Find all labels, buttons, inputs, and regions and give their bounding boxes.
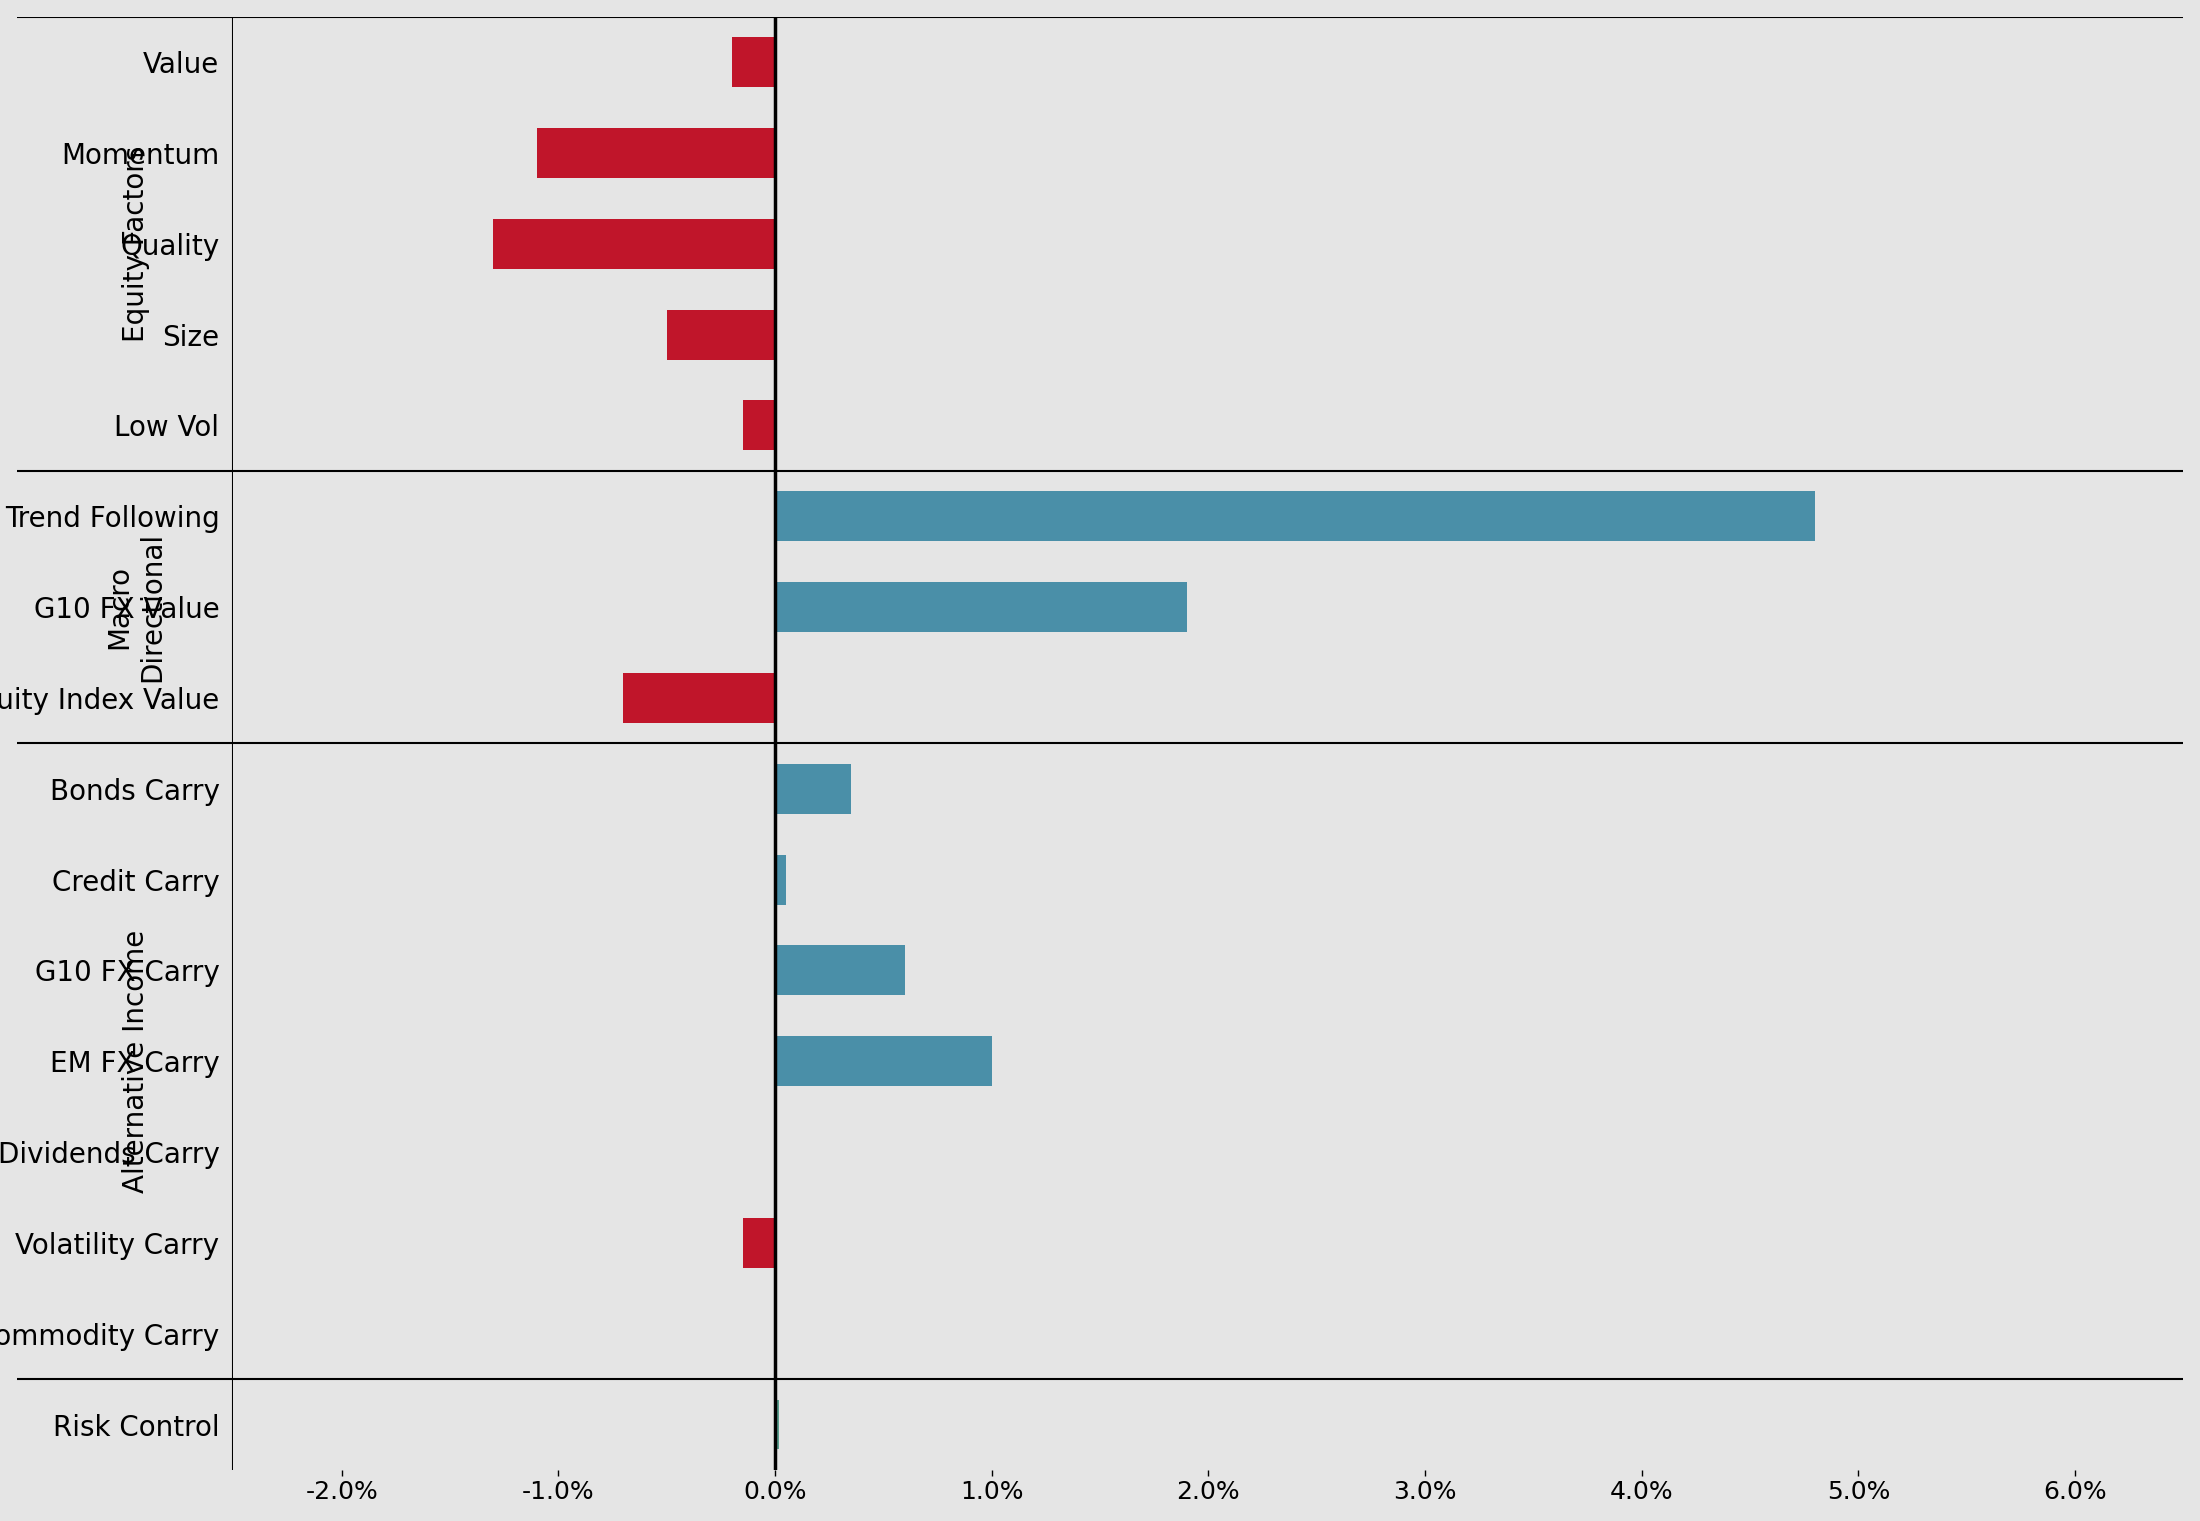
Text: Alternative Income: Alternative Income: [121, 929, 150, 1192]
Bar: [774, 1399, 779, 1450]
Bar: [774, 764, 851, 814]
Text: Equity Factors: Equity Factors: [121, 146, 150, 342]
Bar: [774, 855, 785, 905]
Bar: [733, 37, 774, 87]
Bar: [774, 583, 1186, 633]
Bar: [537, 128, 774, 178]
Bar: [774, 946, 904, 995]
Text: Macro
Directional: Macro Directional: [106, 532, 165, 681]
Bar: [493, 219, 774, 269]
Bar: [667, 310, 774, 359]
Bar: [774, 491, 1815, 541]
Bar: [744, 400, 774, 450]
Bar: [744, 1218, 774, 1269]
Bar: [774, 1036, 992, 1086]
Bar: [623, 672, 774, 722]
